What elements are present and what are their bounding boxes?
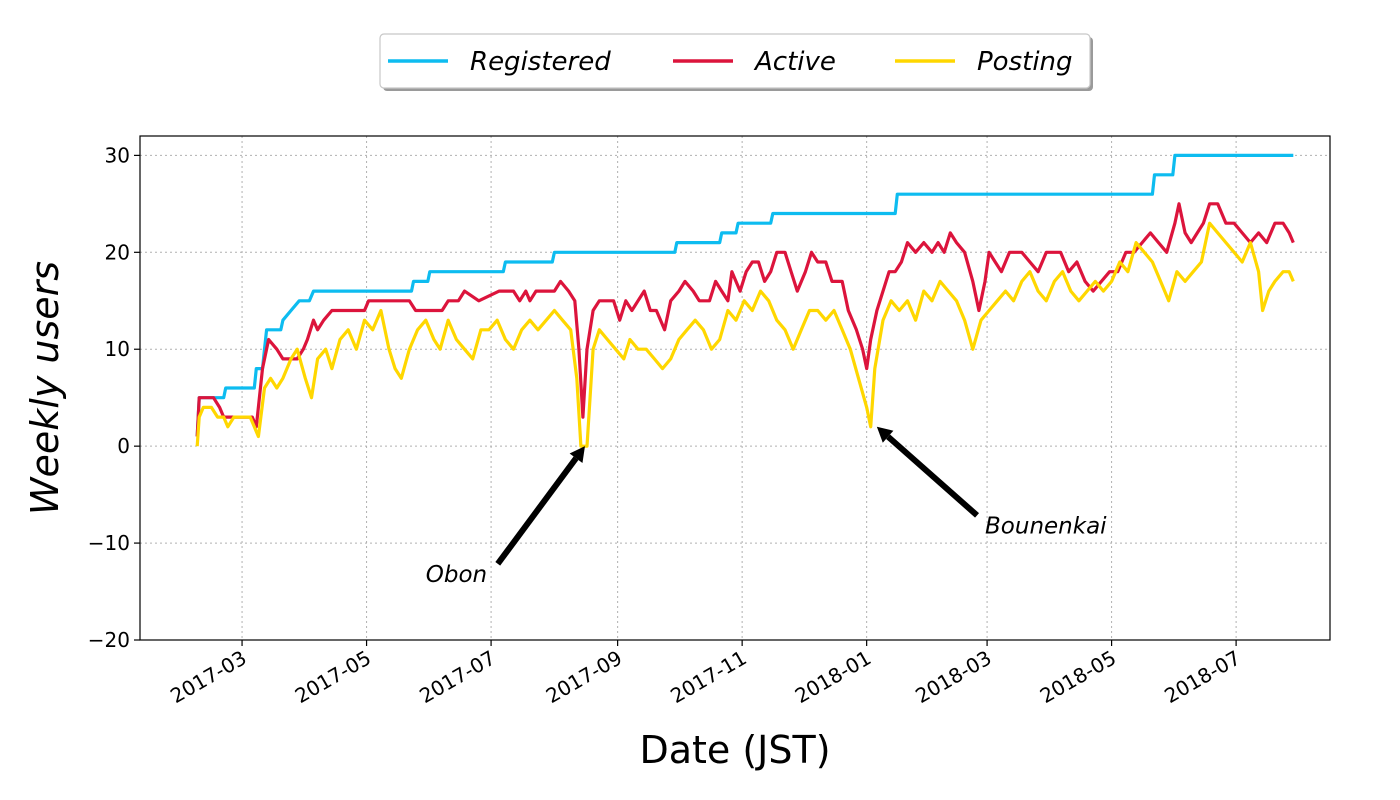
y-axis-title: Weekly users (23, 261, 67, 515)
x-tick-label: 2018-05 (1036, 646, 1120, 709)
y-tick-label: 0 (117, 434, 130, 458)
x-tick-label: 2018-03 (911, 646, 995, 709)
arrow-head-bounenkai (876, 426, 894, 443)
arrow-bounenkai (886, 434, 980, 518)
x-tick-label: 2017-07 (415, 646, 499, 709)
x-tick-label: 2018-07 (1160, 646, 1244, 709)
legend-items: Registered Active Posting (388, 47, 1073, 77)
legend-label-registered: Registered (470, 47, 611, 77)
x-tick-label: 2017-05 (291, 646, 375, 709)
plot-frame (139, 135, 1331, 641)
arrow-head-obon (569, 446, 585, 463)
series-lines (195, 153, 1295, 448)
series-line-registered (195, 153, 1294, 437)
y-tick-label: −10 (88, 531, 130, 555)
x-tick-label: 2017-11 (666, 646, 750, 709)
y-tick-label: 30 (105, 143, 130, 167)
series-line-posting (195, 221, 1295, 448)
y-tick-label: 20 (105, 240, 130, 264)
series-line-active (195, 202, 1295, 437)
annotation-obon: Obon (426, 562, 487, 588)
x-tick-label: 2018-01 (791, 646, 875, 709)
legend-label-active: Active (753, 47, 836, 77)
x-tick-label: 2017-09 (542, 646, 626, 709)
x-tick-label: 2017-03 (166, 646, 250, 709)
arrow-obon (495, 456, 579, 566)
legend-box (379, 33, 1091, 89)
gridlines (140, 136, 1330, 641)
x-axis-title: Date (JST) (639, 728, 830, 772)
annotations: Obon Bounenkai (426, 426, 1107, 588)
legend: Registered Active Posting (379, 33, 1093, 91)
legend-label-posting: Posting (977, 47, 1073, 77)
y-tick-label: 10 (105, 337, 130, 361)
annotation-bounenkai: Bounenkai (985, 513, 1107, 539)
y-tick-label: −20 (88, 628, 130, 652)
